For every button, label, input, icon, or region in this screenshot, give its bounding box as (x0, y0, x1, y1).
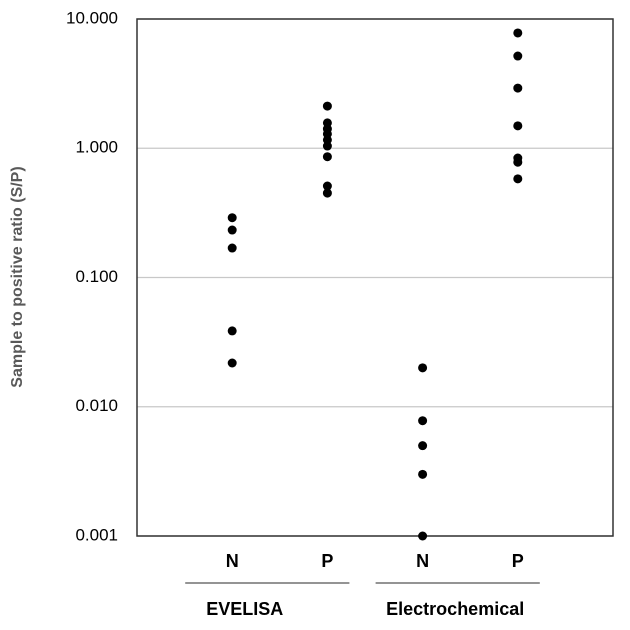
data-point (513, 83, 523, 93)
x-tick-label: P (321, 551, 333, 571)
data-point (418, 531, 428, 541)
group-label: Electrochemical (386, 599, 524, 619)
data-point (227, 326, 237, 336)
data-point (322, 141, 332, 151)
x-tick-label: P (512, 551, 524, 571)
y-axis-label: Sample to positive ratio (S/P) (9, 166, 26, 387)
data-point (322, 152, 332, 162)
data-point (513, 121, 523, 131)
data-point (227, 225, 237, 235)
group-label: EVELISA (206, 599, 283, 619)
data-point (418, 363, 428, 373)
x-tick-label: N (416, 551, 429, 571)
data-point (227, 358, 237, 368)
data-point (227, 213, 237, 223)
y-tick-label: 0.001 (75, 525, 118, 544)
y-tick-label: 0.100 (75, 267, 118, 286)
y-tick-label: 10.000 (66, 8, 118, 27)
y-tick-label: 1.000 (75, 138, 118, 157)
data-point (513, 174, 523, 184)
data-point (513, 28, 523, 38)
data-point (418, 416, 428, 426)
data-point (513, 51, 523, 61)
data-point (513, 157, 523, 167)
data-point (418, 469, 428, 479)
data-point (227, 243, 237, 253)
plot-frame (136, 18, 614, 537)
x-tick-label: N (226, 551, 239, 571)
data-point (322, 181, 332, 191)
y-tick-label: 0.010 (75, 396, 118, 415)
data-point (418, 441, 428, 451)
data-point (322, 101, 332, 111)
data-point (322, 188, 332, 198)
